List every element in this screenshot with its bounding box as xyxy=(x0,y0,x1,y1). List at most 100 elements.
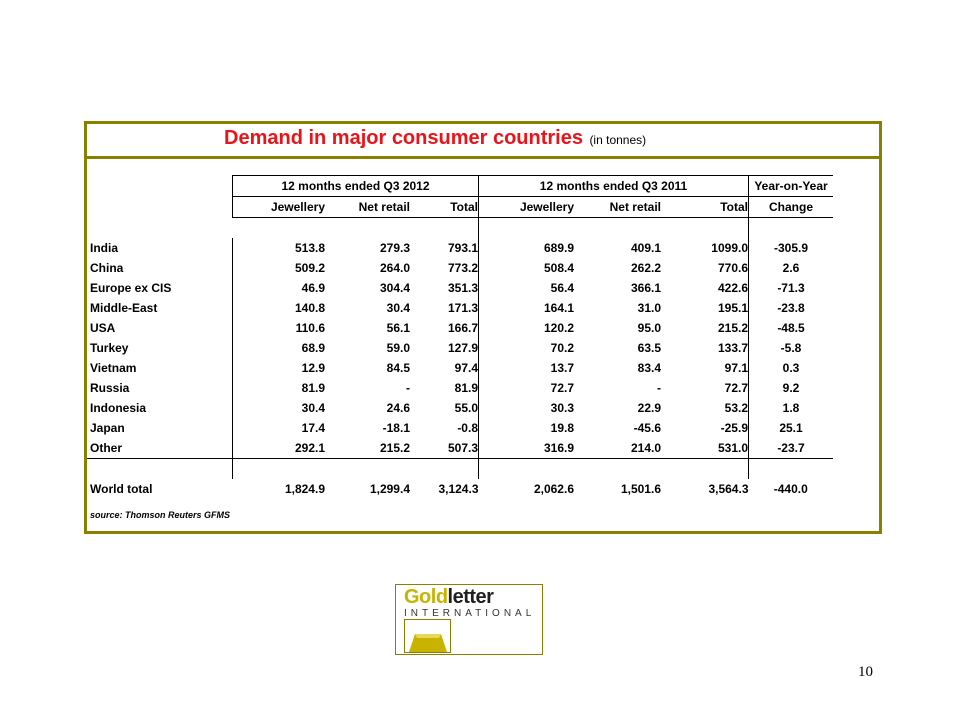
cell: 81.9 xyxy=(410,378,479,398)
cell: 22.9 xyxy=(637,401,661,415)
cell: 30.4 xyxy=(386,301,410,315)
source-note: source: Thomson Reuters GFMS xyxy=(90,510,231,520)
cell: 264.0 xyxy=(379,261,410,275)
cell: 55.0 xyxy=(410,398,479,418)
cell: 2.6 xyxy=(782,261,800,275)
cell: 793.1 xyxy=(410,238,479,258)
table-row: India 513.8 279.3 793.1 689.9 409.1 1099.0 -305… xyxy=(87,238,833,258)
col-header: Net retail xyxy=(574,196,661,218)
cell: 12.9 xyxy=(232,358,325,378)
cell: -71.3 xyxy=(777,281,805,295)
cell: 95.0 xyxy=(637,321,661,335)
cell: 97.1 xyxy=(661,358,749,378)
cell: -48.5 xyxy=(777,321,805,335)
table-row: Other 292.1 215.2 507.3 316.9 214.0 531.0 -23.7 xyxy=(87,438,833,459)
cell: -23.7 xyxy=(777,441,805,455)
cell: 97.4 xyxy=(410,358,479,378)
row-label: Turkey xyxy=(90,341,129,355)
cell: 195.1 xyxy=(661,298,749,318)
row-label: Other xyxy=(90,441,123,455)
cell: 770.6 xyxy=(661,258,749,278)
logo-wordmark: Goldletter xyxy=(404,586,494,609)
title-main: Demand in major consumer countries xyxy=(224,127,583,149)
cell: 366.1 xyxy=(630,281,661,295)
cell: 72.7 xyxy=(661,378,749,398)
cell: 81.9 xyxy=(232,378,325,398)
cell: 3,124.3 xyxy=(438,482,479,496)
cell: - xyxy=(657,381,661,395)
table-row: China 509.2 264.0 773.2 508.4 262.2 770.6 2.6 xyxy=(87,258,833,278)
cell: 3,564.3 xyxy=(708,482,749,496)
cell: 1,824.9 xyxy=(284,482,325,496)
cell: -5.8 xyxy=(780,341,802,355)
cell: 68.9 xyxy=(232,338,325,358)
cell: 9.2 xyxy=(782,381,800,395)
cell: 422.6 xyxy=(661,278,749,298)
table-row: Europe ex CIS 46.9 304.4 351.3 56.4 366.1 422.… xyxy=(87,278,833,298)
cell: 292.1 xyxy=(232,438,325,459)
group-header-row: 12 months ended Q3 2012 12 months ended … xyxy=(87,175,833,197)
cell: 0.3 xyxy=(782,361,800,375)
cell: 72.7 xyxy=(550,381,574,395)
col-header: Jewellery xyxy=(478,196,574,218)
cell: 773.2 xyxy=(410,258,479,278)
cell: 17.4 xyxy=(232,418,325,438)
cell: 2,062.6 xyxy=(533,482,574,496)
table-row: Indonesia 30.4 24.6 55.0 30.3 22.9 53.2 1.8 xyxy=(87,398,833,418)
cell: 13.7 xyxy=(550,361,574,375)
cell: 56.1 xyxy=(386,321,410,335)
goldletter-logo: Goldletter INTERNATIONAL xyxy=(395,584,543,655)
cell: 19.8 xyxy=(550,421,574,435)
cell: - xyxy=(406,381,410,395)
logo-word-gold: Gold xyxy=(404,586,448,608)
group-2011: 12 months ended Q3 2011 xyxy=(478,175,749,197)
group-yoy: Year-on-Year xyxy=(748,175,833,197)
col-header: Change xyxy=(748,196,833,218)
col-header: Total xyxy=(410,196,479,218)
row-label: India xyxy=(90,241,119,255)
table-row: Russia 81.9-81.9 72.7-72.7 9.2 xyxy=(87,378,833,398)
logo-gold-bar-icon xyxy=(404,619,451,653)
cell: 689.9 xyxy=(543,241,574,255)
spacer-row xyxy=(87,458,833,479)
cell: -305.9 xyxy=(773,241,809,255)
cell: 53.2 xyxy=(661,398,749,418)
column-header-row: Jewellery Net retail Total Jewellery Net… xyxy=(87,196,833,218)
cell: -0.8 xyxy=(410,418,479,438)
page-number: 10 xyxy=(858,664,873,680)
cell: 351.3 xyxy=(410,278,479,298)
cell: 110.6 xyxy=(232,318,325,338)
row-label: USA xyxy=(90,321,116,335)
cell: 56.4 xyxy=(550,281,574,295)
cell: 279.3 xyxy=(379,241,410,255)
cell: 46.9 xyxy=(232,278,325,298)
blank-cell xyxy=(87,197,233,218)
cell: 1.8 xyxy=(782,401,800,415)
cell: 133.7 xyxy=(661,338,749,358)
table-row: Turkey 68.9 59.0 127.9 70.2 63.5 133.7 -5.8 xyxy=(87,338,833,358)
table-frame: Demand in major consumer countries (in t… xyxy=(84,121,882,534)
row-label: Russia xyxy=(90,381,130,395)
col-header: Net retail xyxy=(325,196,410,218)
cell: -18.1 xyxy=(382,421,410,435)
cell: 59.0 xyxy=(386,341,410,355)
title-bar: Demand in major consumer countries (in t… xyxy=(87,124,879,159)
demand-table: 12 months ended Q3 2012 12 months ended … xyxy=(87,175,833,499)
cell: 262.2 xyxy=(630,261,661,275)
cell: 509.2 xyxy=(232,258,325,278)
cell: 30.3 xyxy=(550,401,574,415)
cell: 63.5 xyxy=(637,341,661,355)
cell: 531.0 xyxy=(661,438,749,459)
cell: 513.8 xyxy=(232,238,325,258)
cell: -440.0 xyxy=(773,482,808,496)
row-label: Vietnam xyxy=(90,361,137,375)
cell: 1,299.4 xyxy=(369,482,410,496)
country-rows: India 513.8 279.3 793.1 689.9 409.1 1099.0 -305… xyxy=(87,238,833,459)
table-row: Japan 17.4 -18.1 -0.8 19.8 -45.6 -25.9 25.1 xyxy=(87,418,833,438)
spacer-row xyxy=(87,217,833,238)
logo-subtitle: INTERNATIONAL xyxy=(404,608,536,619)
cell: 304.4 xyxy=(379,281,410,295)
cell: 1099.0 xyxy=(661,238,749,258)
cell: -45.6 xyxy=(633,421,661,435)
group-2012: 12 months ended Q3 2012 xyxy=(232,175,479,197)
